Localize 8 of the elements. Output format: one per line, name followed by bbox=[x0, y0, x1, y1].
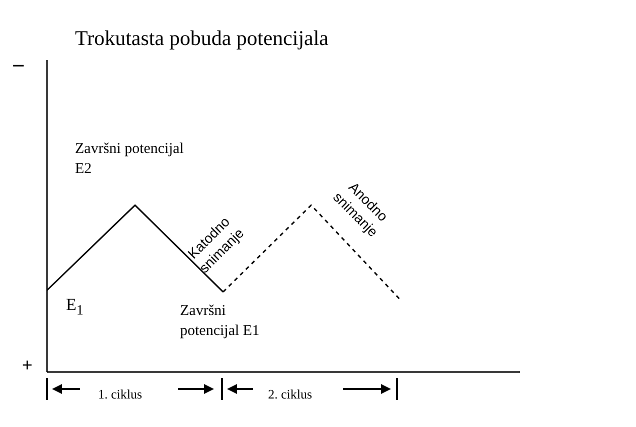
text: 2. ciklus bbox=[268, 386, 312, 404]
text: − bbox=[12, 52, 25, 80]
text: + bbox=[22, 354, 33, 377]
text: 1. ciklus bbox=[98, 386, 142, 404]
annotation: E$_{1}$ bbox=[66, 294, 84, 320]
annotation: Završni potencijal E1 bbox=[180, 302, 261, 340]
text: Završni potencijal E2 bbox=[75, 140, 185, 178]
chart-title: Trokutasta pobuda potencijala bbox=[75, 26, 329, 51]
